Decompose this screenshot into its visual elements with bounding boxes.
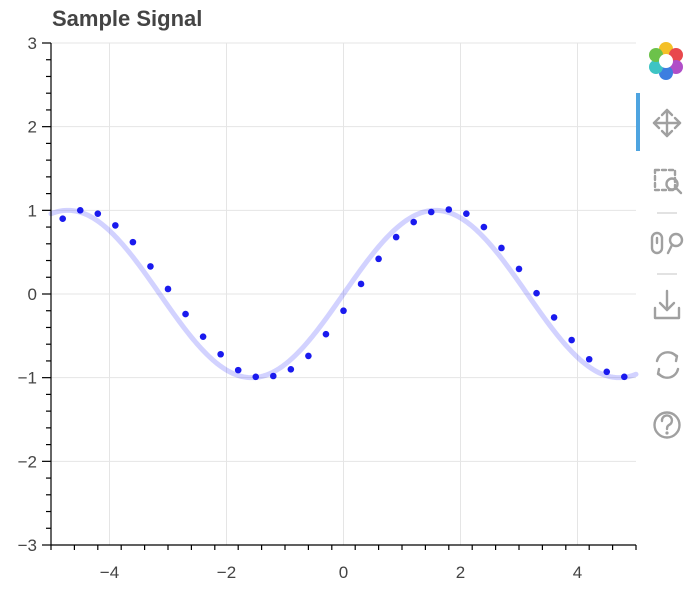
sample-point	[410, 218, 418, 226]
sample-point	[322, 330, 330, 338]
sample-point	[550, 314, 558, 321]
sample-point	[392, 233, 400, 241]
axes: 3 2 1 0 −1 −2 −3 −4 −2 0 2 4	[18, 34, 637, 582]
x-tick-label: −4	[100, 563, 119, 582]
sample-point	[357, 280, 365, 288]
y-tick-label: −2	[18, 452, 37, 471]
sample-point	[498, 244, 505, 252]
pan-icon[interactable]	[652, 108, 682, 138]
y-tick-label: −1	[18, 369, 37, 388]
grid-lines	[51, 42, 636, 546]
active-tool-indicator	[636, 93, 640, 151]
save-icon[interactable]	[653, 289, 681, 320]
sample-point	[515, 265, 523, 273]
x-tick-label: 2	[456, 563, 465, 582]
signal-line-path	[48, 207, 639, 381]
sample-point	[287, 366, 295, 373]
sample-point	[199, 333, 207, 340]
x-axis-ticks: −4 −2 0 2 4	[50, 545, 637, 582]
sample-point	[217, 350, 224, 358]
signal-line	[48, 207, 639, 381]
sample-point	[603, 368, 611, 376]
sample-point	[234, 366, 242, 374]
y-axis-ticks: 3 2 1 0 −1 −2 −3	[18, 34, 51, 555]
sample-point	[568, 336, 575, 344]
chart-title: Sample Signal	[52, 6, 202, 31]
bokeh-logo-icon[interactable]	[649, 42, 683, 80]
wheel-zoom-icon[interactable]	[650, 231, 684, 255]
sample-point	[112, 222, 119, 229]
reset-icon[interactable]	[655, 351, 680, 379]
sample-point	[621, 373, 628, 381]
sample-point	[463, 210, 470, 217]
y-tick-label: −3	[18, 536, 37, 555]
sample-point	[164, 285, 172, 293]
sample-point	[147, 263, 154, 270]
sample-point	[533, 289, 540, 297]
sample-point	[480, 223, 488, 231]
sample-point	[270, 372, 277, 380]
sample-point	[76, 207, 84, 214]
plot-area[interactable]	[48, 42, 639, 546]
box-zoom-icon[interactable]	[653, 168, 683, 195]
sample-point	[59, 215, 66, 222]
chart-toolbar	[636, 42, 684, 439]
sample-point	[305, 352, 312, 360]
sample-point	[375, 255, 382, 263]
y-tick-label: 0	[28, 285, 37, 304]
sample-point	[427, 208, 435, 216]
sample-point	[340, 307, 347, 315]
help-icon[interactable]	[653, 411, 681, 439]
sample-points	[59, 206, 628, 381]
sample-point	[585, 355, 593, 363]
sample-point	[94, 210, 102, 217]
y-tick-label: 2	[28, 118, 37, 137]
y-tick-label: 3	[28, 34, 37, 53]
y-tick-label: 1	[28, 201, 37, 220]
x-tick-label: 4	[573, 563, 582, 582]
x-tick-label: 0	[339, 563, 348, 582]
x-tick-label: −2	[217, 563, 236, 582]
sample-point	[182, 310, 189, 318]
sample-point	[445, 206, 453, 213]
sample-point	[252, 373, 260, 381]
sample-point	[129, 238, 137, 246]
